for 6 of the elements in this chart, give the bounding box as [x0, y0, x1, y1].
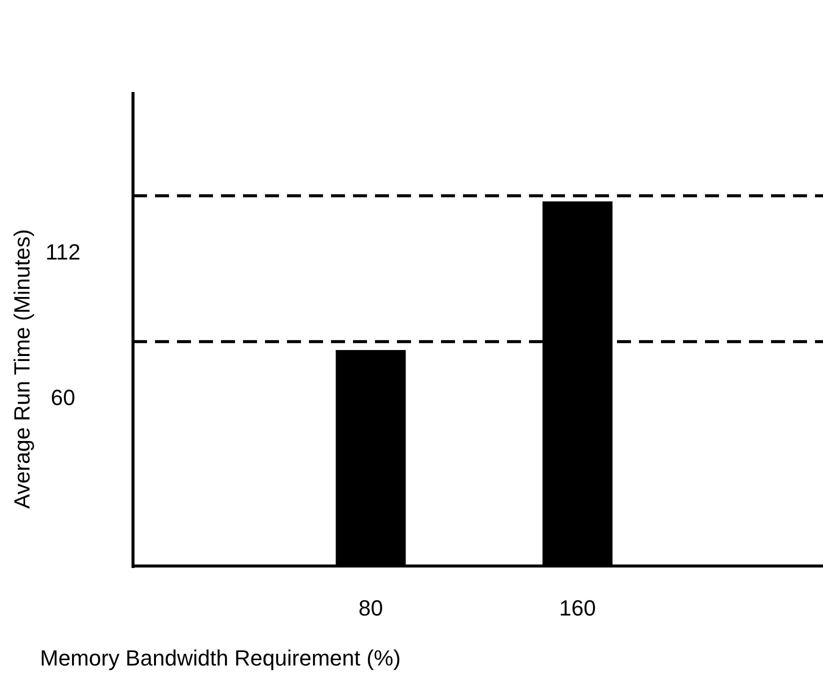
y-tick-label: 60	[50, 385, 76, 410]
x-axis-title: Memory Bandwidth Requirement (%)	[40, 646, 401, 670]
x-tick-label: 160	[559, 596, 596, 620]
y-axis-title: Average Run Time (Minutes)	[10, 229, 34, 509]
y-tick-label: 112	[45, 239, 81, 264]
x-tick-label: 80	[358, 596, 383, 620]
